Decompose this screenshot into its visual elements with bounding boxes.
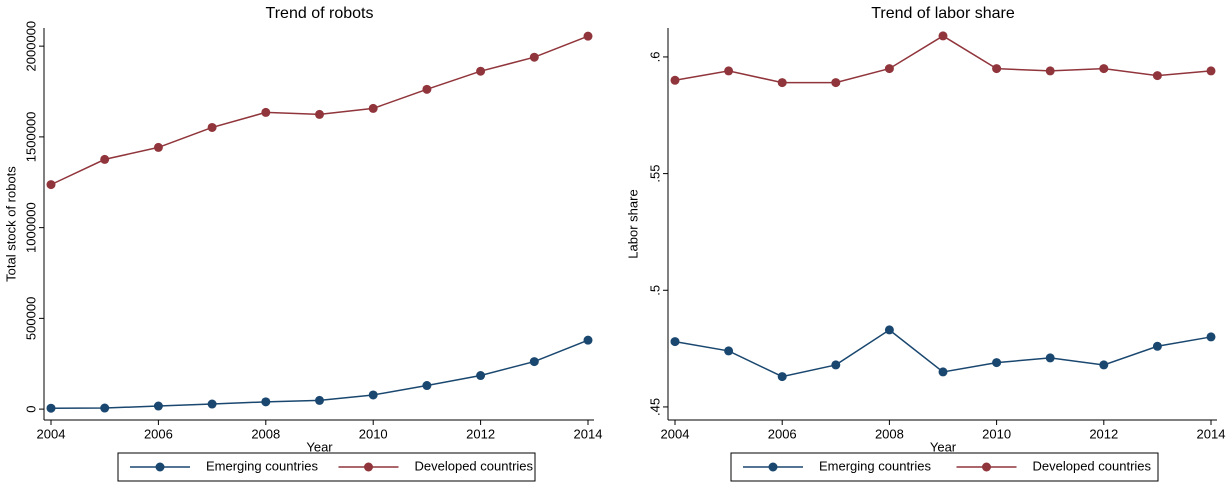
x-tick-label: 2004 xyxy=(37,426,66,441)
x-axis-label: Year xyxy=(930,439,957,454)
point xyxy=(831,78,841,88)
x-tick-label: 2008 xyxy=(251,426,280,441)
point xyxy=(529,52,539,62)
y-tick-label: .45 xyxy=(647,398,662,416)
y-tick-label: .5 xyxy=(647,285,662,296)
point xyxy=(153,142,163,152)
x-tick-label: 2006 xyxy=(768,426,797,441)
point xyxy=(583,31,593,41)
point xyxy=(368,103,378,113)
point xyxy=(529,357,539,367)
point xyxy=(100,154,110,164)
point xyxy=(315,395,324,405)
point xyxy=(1206,332,1216,342)
series-line xyxy=(674,35,1212,84)
point xyxy=(777,78,787,88)
point xyxy=(724,346,734,356)
point xyxy=(992,358,1002,368)
x-tick-label: 2010 xyxy=(982,426,1011,441)
legend-marker xyxy=(155,462,165,472)
point xyxy=(261,107,271,117)
point xyxy=(670,337,680,347)
y-tick-label: .6 xyxy=(647,52,662,63)
x-tick-label: 2012 xyxy=(466,426,495,441)
point xyxy=(777,372,787,382)
point xyxy=(368,390,378,400)
point xyxy=(476,371,486,381)
legend-label: Developed countries xyxy=(415,458,534,473)
y-tick-label: 500000 xyxy=(23,297,38,340)
point xyxy=(884,325,894,335)
point xyxy=(46,180,56,190)
y-axis-label: Total stock of robots xyxy=(3,166,18,282)
point xyxy=(583,335,593,345)
x-tick-label: 2006 xyxy=(144,426,173,441)
x-tick-label: 2004 xyxy=(661,426,690,441)
y-tick-label: 0 xyxy=(23,405,38,412)
chart-title: Trend of robots xyxy=(266,5,374,22)
x-tick-label: 2010 xyxy=(359,426,388,441)
x-tick-label: 2008 xyxy=(875,426,904,441)
point xyxy=(476,66,486,76)
point xyxy=(1152,341,1162,351)
point xyxy=(884,64,894,74)
point xyxy=(670,75,680,85)
point xyxy=(1152,71,1162,81)
y-tick-label: .55 xyxy=(647,165,662,183)
point xyxy=(100,403,110,413)
point xyxy=(831,360,841,370)
point xyxy=(1099,64,1109,74)
x-tick-label: 2014 xyxy=(1197,426,1226,441)
point xyxy=(1045,353,1055,363)
legend-label: Emerging countries xyxy=(206,458,318,473)
chart-title: Trend of labor share xyxy=(871,5,1015,22)
x-axis-label: Year xyxy=(306,439,333,454)
point xyxy=(938,367,948,377)
legend-marker xyxy=(364,462,373,472)
y-tick-label: 1000000 xyxy=(23,202,38,253)
x-tick-label: 2012 xyxy=(1089,426,1118,441)
point xyxy=(207,399,217,409)
point xyxy=(1206,66,1216,76)
legend: Emerging countries Developed countries xyxy=(730,452,1159,482)
point xyxy=(207,122,217,132)
legend-label: Emerging countries xyxy=(819,458,931,473)
point xyxy=(1045,66,1055,76)
point xyxy=(153,401,163,411)
legend: Emerging countries Developed countries xyxy=(117,452,536,482)
point xyxy=(315,109,324,119)
legend-marker xyxy=(982,462,991,472)
point xyxy=(724,66,734,76)
point xyxy=(992,64,1002,74)
point xyxy=(46,403,56,413)
y-axis-label: Labor share xyxy=(625,189,640,258)
point xyxy=(422,84,432,94)
legend-label: Developed countries xyxy=(1033,458,1152,473)
point xyxy=(261,397,271,407)
y-tick-label: 2000000 xyxy=(23,21,38,72)
point xyxy=(938,31,948,41)
x-tick-label: 2014 xyxy=(574,426,603,441)
legend-marker xyxy=(768,462,778,472)
y-tick-label: 1500000 xyxy=(23,112,38,163)
point xyxy=(1099,360,1109,370)
point xyxy=(422,381,432,391)
